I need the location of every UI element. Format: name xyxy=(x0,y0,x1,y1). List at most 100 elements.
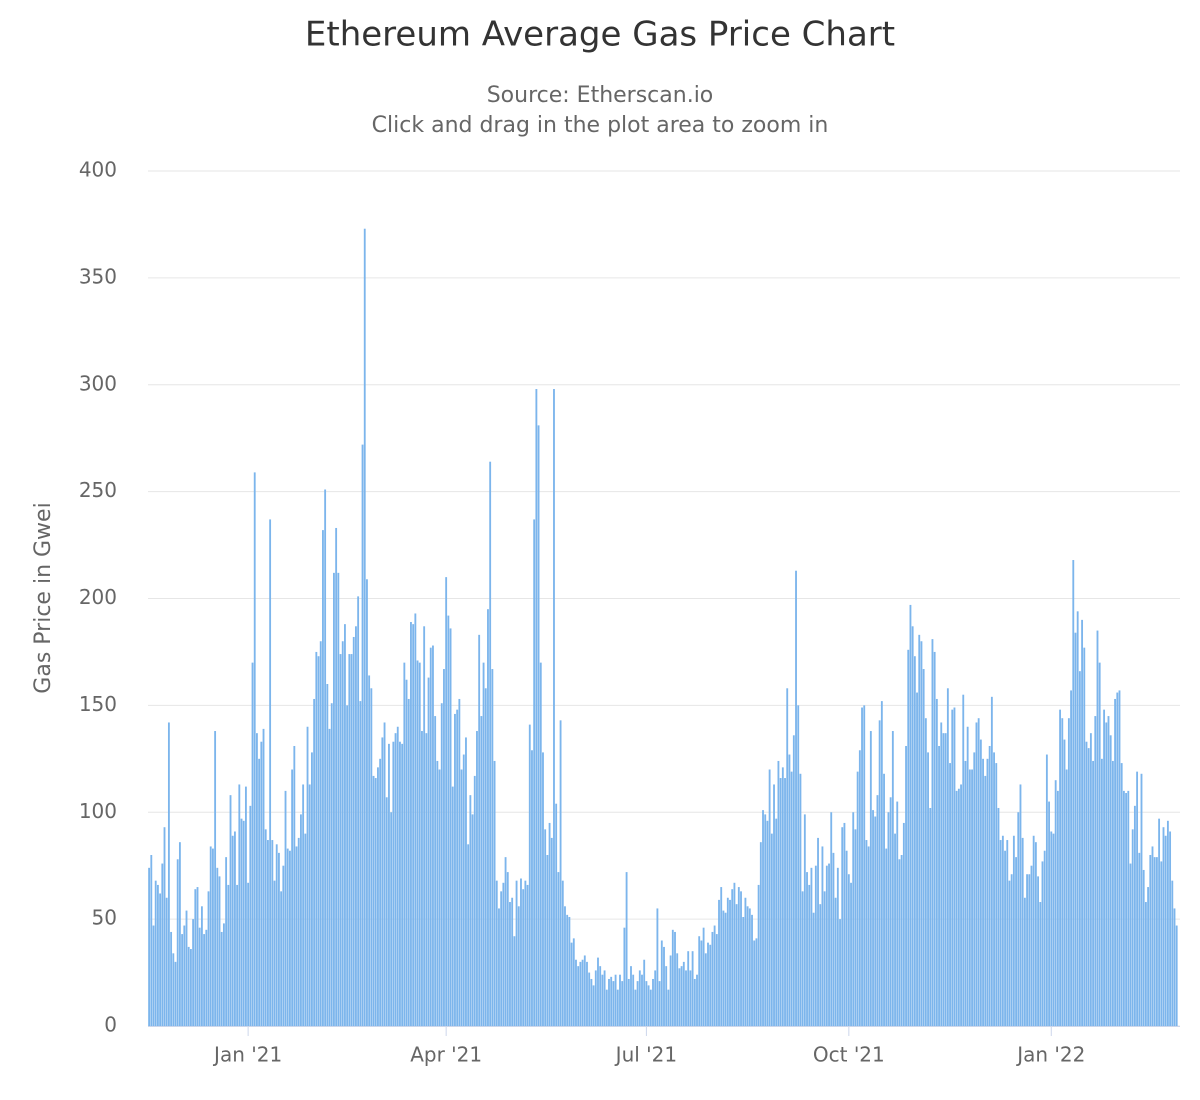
bar xyxy=(163,827,166,1026)
bar xyxy=(572,938,575,1026)
bar xyxy=(1166,820,1169,1026)
bar xyxy=(680,966,683,1026)
bar xyxy=(427,677,430,1026)
x-tick-label: Apr '21 xyxy=(410,1043,482,1067)
bar xyxy=(735,904,738,1026)
bar xyxy=(324,489,327,1026)
bar xyxy=(216,867,219,1026)
y-tick-label: 150 xyxy=(79,692,117,716)
bar xyxy=(610,976,613,1026)
bar xyxy=(260,741,263,1026)
bar xyxy=(266,840,269,1026)
bar xyxy=(836,867,839,1026)
bar xyxy=(150,855,153,1026)
bar xyxy=(293,745,296,1026)
bar xyxy=(720,887,723,1026)
bar xyxy=(740,891,742,1026)
bar xyxy=(614,974,617,1026)
bar xyxy=(1056,790,1059,1026)
bar xyxy=(896,801,899,1026)
bar xyxy=(1089,733,1092,1026)
bar xyxy=(447,615,450,1026)
bar xyxy=(476,731,478,1026)
bar xyxy=(861,707,863,1026)
bar xyxy=(1158,818,1161,1026)
bar xyxy=(887,812,890,1026)
bar xyxy=(469,795,472,1026)
bar xyxy=(733,882,736,1026)
bar xyxy=(229,795,232,1026)
bar xyxy=(889,797,892,1026)
bar xyxy=(979,739,982,1026)
bar xyxy=(929,807,932,1026)
bar xyxy=(594,970,597,1026)
bar xyxy=(1118,690,1121,1026)
bar xyxy=(663,946,665,1026)
bar xyxy=(1085,741,1088,1026)
bar xyxy=(255,733,258,1026)
bar xyxy=(555,803,558,1026)
bar xyxy=(724,912,727,1026)
bar xyxy=(438,769,441,1026)
bar xyxy=(418,662,421,1026)
bar xyxy=(916,692,918,1026)
bar xyxy=(795,570,797,1026)
bar xyxy=(322,530,324,1026)
bar xyxy=(192,919,195,1026)
bar xyxy=(399,741,401,1026)
bar xyxy=(885,848,888,1026)
bar xyxy=(1120,763,1123,1026)
bar xyxy=(654,970,657,1026)
bar xyxy=(819,904,822,1026)
bar xyxy=(238,784,241,1026)
bar xyxy=(779,778,782,1026)
bar xyxy=(592,985,595,1026)
bar xyxy=(1043,850,1046,1026)
bar xyxy=(898,859,901,1026)
bar xyxy=(766,820,769,1026)
x-tick-label: Jan '22 xyxy=(1015,1043,1085,1067)
bar xyxy=(577,966,580,1026)
bar xyxy=(1081,619,1084,1026)
bar xyxy=(286,848,289,1026)
bar xyxy=(306,726,309,1026)
bar xyxy=(601,974,604,1026)
bar xyxy=(1010,874,1013,1026)
bar xyxy=(588,972,591,1026)
bar xyxy=(381,737,384,1026)
bar xyxy=(196,887,199,1026)
bar xyxy=(1142,869,1145,1026)
bar xyxy=(685,970,687,1026)
bar xyxy=(715,934,718,1026)
chart-subtitle: Source: Etherscan.io xyxy=(487,83,714,108)
bar xyxy=(233,831,236,1026)
bar xyxy=(1173,908,1176,1026)
bar xyxy=(434,716,437,1026)
bar xyxy=(330,703,333,1026)
bar xyxy=(493,760,496,1026)
bar xyxy=(372,775,375,1026)
bar xyxy=(847,874,850,1026)
bar xyxy=(262,728,265,1026)
bar xyxy=(1076,611,1079,1026)
y-tick-label: 0 xyxy=(104,1013,117,1037)
bar xyxy=(907,649,910,1026)
bar xyxy=(790,771,793,1026)
bar xyxy=(1155,857,1158,1026)
bar xyxy=(271,840,274,1026)
bar xyxy=(900,855,903,1026)
bar xyxy=(220,931,223,1026)
bar xyxy=(993,752,995,1026)
bar xyxy=(850,882,852,1026)
bar xyxy=(652,978,654,1026)
bar xyxy=(619,974,621,1026)
bar xyxy=(869,731,872,1026)
bar xyxy=(667,989,670,1026)
bar xyxy=(218,876,221,1026)
bar xyxy=(858,750,861,1026)
bar xyxy=(1030,865,1033,1026)
bar xyxy=(986,758,989,1026)
bar xyxy=(1111,760,1114,1026)
bar xyxy=(634,989,637,1026)
bar xyxy=(753,940,756,1026)
